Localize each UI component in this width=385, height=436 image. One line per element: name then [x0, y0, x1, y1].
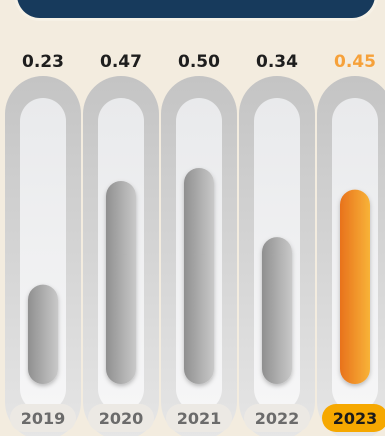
year-label: 2023: [322, 404, 385, 432]
value-label: 0.47: [100, 52, 142, 72]
bar: [106, 180, 136, 384]
value-label: 0.34: [256, 52, 298, 72]
year-label: 2022: [244, 404, 310, 432]
year-label: 2021: [166, 404, 232, 432]
value-label: 0.23: [22, 52, 64, 72]
bar: [184, 168, 214, 384]
value-label: 0.50: [178, 52, 220, 72]
bar: [340, 189, 370, 384]
year-label: 2020: [88, 404, 154, 432]
bar: [28, 284, 58, 384]
value-label: 0.45: [334, 52, 376, 72]
bar: [262, 237, 292, 384]
year-label: 2019: [10, 404, 76, 432]
